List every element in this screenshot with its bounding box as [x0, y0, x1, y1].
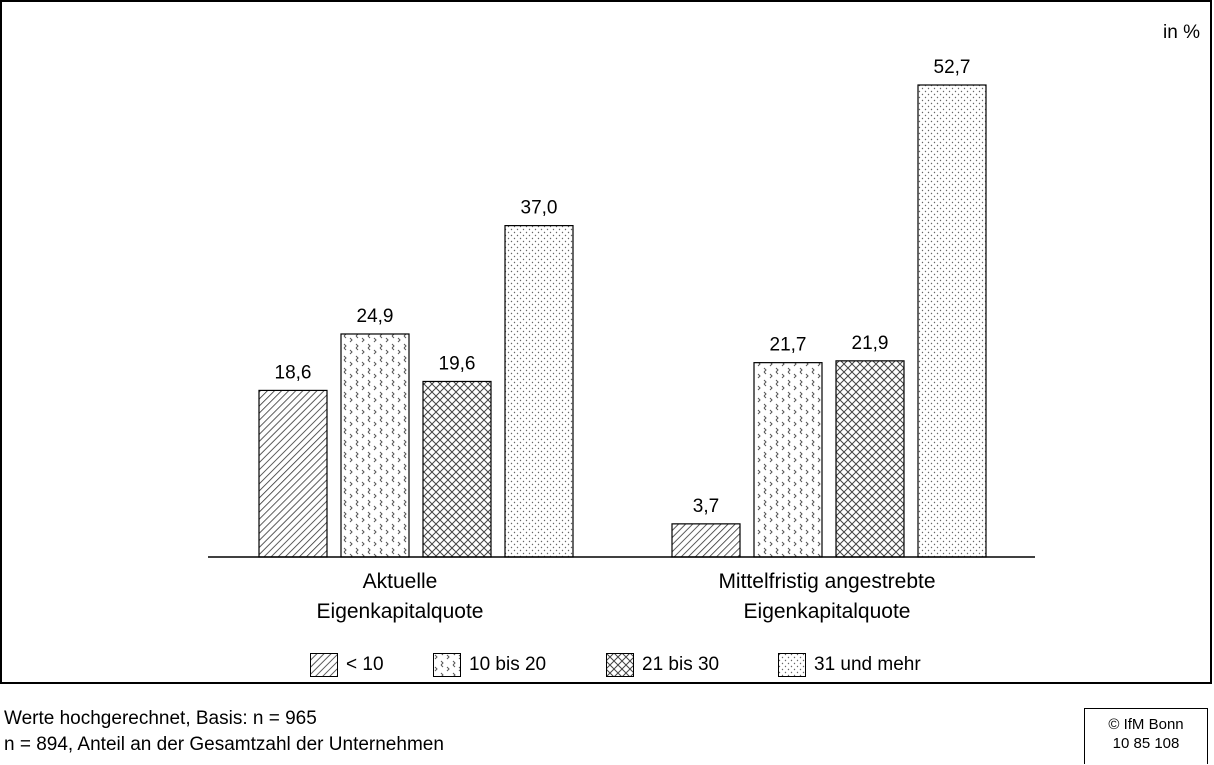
category-label-mittelfristig: Mittelfristig angestrebte Eigenkapitalquo… [642, 567, 1012, 627]
data-label-lt10-group2: 3,7 [693, 496, 719, 517]
legend-label: < 10 [346, 654, 384, 675]
bar-chart: 18,6 24,9 19,6 37,0 3,7 21,7 21,9 52,7 [208, 57, 1035, 558]
data-label-lt10-group1: 18,6 [275, 362, 312, 383]
legend-label: 31 und mehr [814, 654, 921, 675]
bar-lt10-group1 [258, 389, 328, 558]
data-label-10-20-group2: 21,7 [770, 335, 807, 356]
bar-lt10-group2 [671, 523, 741, 558]
note-basis: Werte hochgerechnet, Basis: n = 965 [4, 708, 317, 729]
data-label-31plus-group2: 52,7 [934, 57, 971, 78]
legend-label: 10 bis 20 [469, 654, 547, 675]
legend-label: 21 bis 30 [642, 654, 720, 675]
legend-item-10-20: 10 bis 20 [433, 652, 546, 678]
legend-swatch-chevron [433, 653, 461, 677]
chart-frame [0, 0, 1212, 684]
copyright-line: © IfM Bonn [1108, 716, 1184, 733]
bar-21-30-group1 [422, 380, 492, 558]
data-label-21-30-group1: 19,6 [439, 353, 476, 374]
data-label-10-20-group1: 24,9 [357, 306, 394, 327]
category-label-aktuelle: Aktuelle Eigenkapitalquote [300, 567, 500, 627]
category-label-line: Eigenkapitalquote [743, 600, 911, 623]
note-sample: n = 894, Anteil an der Gesamtzahl der Un… [4, 734, 444, 755]
category-label-line: Aktuelle [362, 570, 438, 593]
bar-21-30-group2 [835, 360, 905, 558]
legend-item-lt10: < 10 [310, 652, 384, 678]
legend-item-21-30: 21 bis 30 [606, 652, 719, 678]
category-label-line: Mittelfristig angestrebte [718, 570, 936, 593]
document-number: 10 85 108 [1112, 735, 1180, 752]
bar-10-20-group2 [753, 362, 823, 558]
bar-31plus-group2 [917, 84, 987, 558]
legend-swatch-diagonal [310, 653, 338, 677]
category-label-line: Eigenkapitalquote [316, 600, 484, 623]
legend-swatch-dots [778, 653, 806, 677]
bar-31plus-group1 [504, 225, 574, 558]
data-label-31plus-group1: 37,0 [521, 198, 558, 219]
copyright-box: © IfM Bonn 10 85 108 [1084, 708, 1208, 764]
bar-10-20-group1 [340, 333, 410, 558]
legend-item-31plus: 31 und mehr [778, 652, 921, 678]
legend-swatch-crosshatch [606, 653, 634, 677]
data-label-21-30-group2: 21,9 [852, 333, 889, 354]
unit-label: in % [1163, 22, 1200, 43]
bars-layer: 18,6 24,9 19,6 37,0 3,7 21,7 21,9 52,7 [258, 57, 987, 558]
